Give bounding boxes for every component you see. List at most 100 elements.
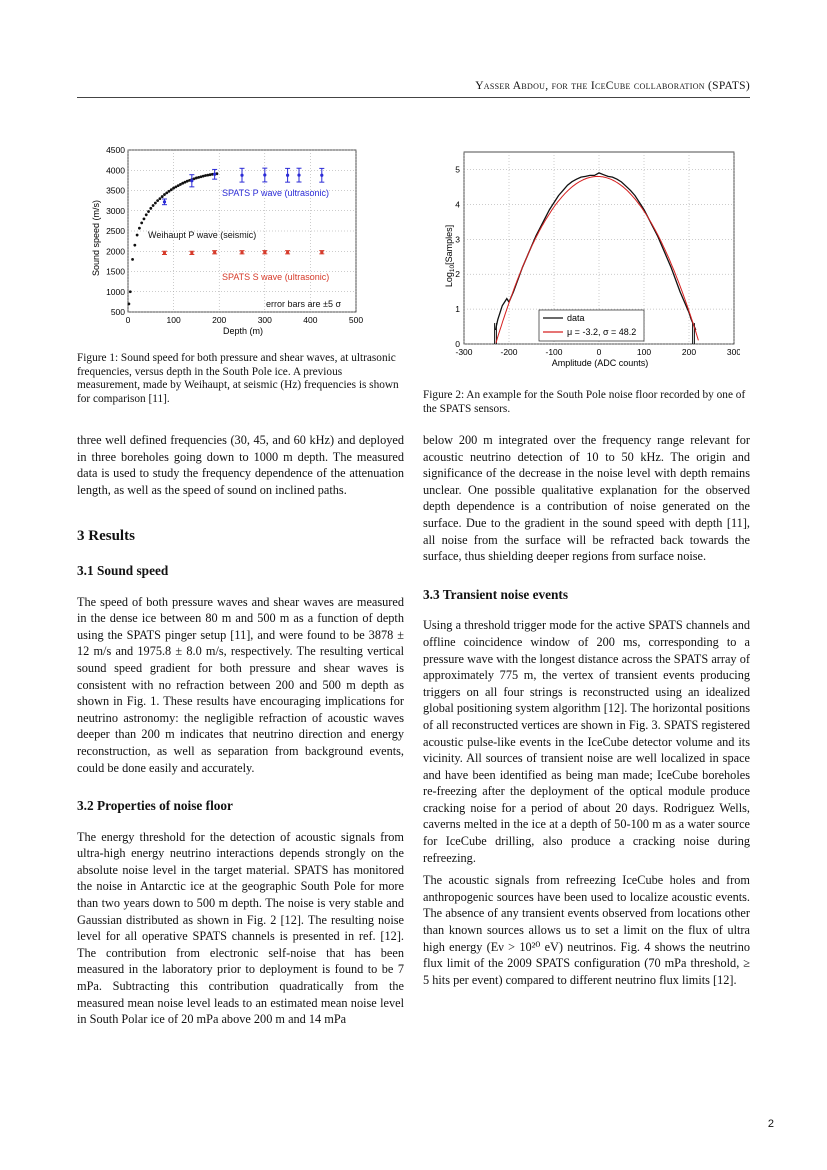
fig1-y-tick-label: 2500 [106, 226, 125, 236]
fig1-p-wave-point [213, 172, 217, 176]
paragraph-intro: three well defined frequencies (30, 45, … [77, 433, 404, 497]
fig1-x-tick-label: 500 [349, 315, 363, 325]
figure-1-sound-speed-chart: 0 100 200 300 400 500 500 1000 1500 2000 2500 3000 3… [91, 145, 363, 336]
fig1-weihaupt-point [133, 243, 137, 247]
fig1-p-wave-point [190, 179, 194, 183]
right-column: below 200 m integrated over the frequenc… [423, 432, 750, 994]
fig1-weihaupt-point [131, 257, 134, 261]
fig2-y-tick-label: 4 [455, 199, 460, 209]
fig1-weihaupt-point [192, 177, 196, 181]
paragraph-noise-cont: below 200 m integrated over the frequenc… [423, 433, 750, 564]
fig1-weihaupt-point [197, 175, 201, 179]
fig1-weihaupt-point [199, 175, 203, 179]
fig1-label-weihaupt: Weihaupt P wave (seismic) [148, 230, 256, 240]
paragraph-limit: The acoustic signals from refreezing Ice… [423, 873, 750, 987]
fig1-ylabel: Sound speed (m/s) [91, 200, 101, 276]
fig1-p-wave-point [162, 200, 167, 204]
fig1-weihaupt-point [144, 213, 148, 217]
fig1-weihaupt-point [206, 173, 210, 177]
fig1-label-err: error bars are ±5 σ [266, 299, 341, 309]
heading-sound-speed: 3.1 Sound speed [77, 562, 169, 578]
fig1-s-wave-point [213, 250, 217, 254]
heading-results: 3 Results [77, 528, 135, 545]
fig1-weihaupt-point [183, 180, 187, 184]
fig1-s-wave-point [263, 250, 267, 254]
fig1-y-tick-label: 1000 [106, 287, 125, 297]
heading-transient: 3.3 Transient noise events [423, 586, 569, 602]
fig1-weihaupt-point [128, 290, 132, 294]
fig1-weihaupt-point [179, 183, 182, 186]
fig1-x-tick-label: 400 [303, 315, 317, 325]
fig1-p-wave-point [320, 173, 324, 177]
fig1-y-tick-label: 3500 [106, 186, 125, 196]
fig2-legend-data: data [567, 313, 585, 323]
page-number: 2 [767, 1118, 774, 1130]
fig1-y-tick-label: 2000 [106, 246, 125, 256]
fig1-weihaupt-point [210, 172, 214, 176]
fig1-y-tick-label: 1500 [106, 267, 125, 277]
header-collab: IceCube collaboration [590, 80, 705, 92]
fig1-p-wave-point [263, 173, 267, 177]
fig1-weihaupt-point [163, 193, 166, 196]
fig1-weihaupt-point [160, 195, 164, 198]
fig2-y-tick-label: 2 [455, 269, 460, 279]
fig1-s-wave-point [190, 251, 194, 255]
fig1-weihaupt-point [188, 178, 191, 182]
fig2-ylabel: Log10[Samples] [444, 225, 456, 287]
fig2-x-tick-label: -200 [500, 347, 517, 357]
figure-2-noise-floor-chart: -300 -200 -100 0 100 200 300 0 1 2 3 4 5 data μ = -3… [444, 151, 740, 368]
fig2-y-tick-label: 5 [455, 164, 460, 174]
fig1-weihaupt-point [176, 184, 180, 188]
fig1-weihaupt-point [185, 179, 189, 183]
fig1-x-tick-label: 100 [167, 315, 181, 325]
fig1-s-wave-point [162, 251, 167, 255]
fig1-s-wave-point [320, 250, 324, 254]
fig1-weihaupt-point [181, 181, 185, 185]
fig2-y-tick-label: 1 [455, 304, 460, 314]
fig1-weihaupt-point [169, 188, 173, 192]
fig1-weihaupt-point [149, 206, 153, 210]
header-author: Yasser Abdou [475, 80, 546, 92]
fig2-x-tick-label: 0 [597, 347, 602, 357]
fig1-p-wave-point [240, 173, 244, 177]
header-for-the: , for the [545, 80, 591, 92]
fig2-x-tick-label: 300 [727, 347, 740, 357]
fig1-weihaupt-point [172, 186, 175, 190]
fig1-label-s: SPATS S wave (ultrasonic) [222, 272, 329, 282]
fig2-x-tick-label: -100 [545, 347, 562, 357]
fig1-weihaupt-point [142, 217, 146, 221]
fig1-y-tick-label: 3000 [106, 206, 125, 216]
fig1-xlabel: Depth (m) [223, 326, 263, 336]
fig1-y-tick-label: 4000 [106, 165, 125, 175]
fig1-weihaupt-point [195, 176, 198, 180]
fig1-weihaupt-point [158, 197, 162, 200]
fig1-x-tick-label: 300 [258, 315, 272, 325]
fig1-x-tick-label: 0 [126, 315, 131, 325]
left-column: three well defined frequencies (30, 45, … [77, 432, 404, 1034]
fig2-y-tick-label: 0 [455, 339, 460, 349]
fig1-weihaupt-point [135, 233, 139, 237]
paragraph-sound-speed: The speed of both pressure waves and she… [77, 594, 404, 775]
fig2-x-tick-label: 100 [637, 347, 651, 357]
fig1-weihaupt-point [201, 174, 205, 178]
fig1-weihaupt-point [165, 191, 169, 195]
fig1-weihaupt-point [153, 201, 157, 205]
fig1-p-wave-point [297, 173, 301, 177]
fig1-weihaupt-point [127, 302, 131, 306]
fig1-weihaupt-point [138, 226, 141, 230]
figure-2-caption: Figure 2: An example for the South Pole … [423, 389, 746, 415]
fig2-xlabel: Amplitude (ADC counts) [552, 358, 649, 368]
fig2-gaussian-fit-line [495, 175, 699, 343]
fig1-x-tick-label: 200 [212, 315, 226, 325]
fig1-weihaupt-point [167, 189, 171, 193]
fig1-y-tick-label: 500 [111, 307, 125, 317]
fig1-p-wave-point [286, 173, 290, 177]
fig2-x-tick-label: 200 [682, 347, 696, 357]
fig1-s-wave-point [240, 250, 244, 254]
fig2-x-tick-label: -300 [455, 347, 472, 357]
fig1-weihaupt-point [174, 185, 178, 189]
figure-1-caption: Figure 1: Sound speed for both pressure … [77, 352, 399, 405]
fig1-weihaupt-point [151, 204, 155, 207]
fig2-y-tick-label: 3 [455, 234, 460, 244]
paragraph-transient: Using a threshold trigger mode for the a… [423, 618, 750, 865]
